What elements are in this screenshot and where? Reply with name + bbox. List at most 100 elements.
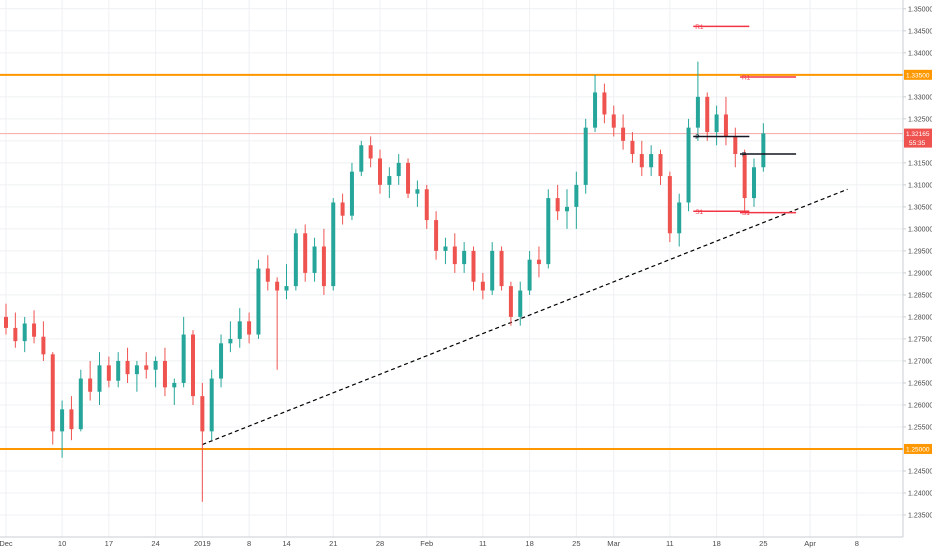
candle-body [106, 365, 111, 381]
candle-body [574, 184, 579, 207]
candle-body [733, 136, 738, 155]
candle-body [471, 250, 476, 282]
price-tick-label: 1.24000 [908, 490, 932, 497]
candle-body [256, 268, 261, 335]
trendline-layer [202, 188, 848, 446]
candle-body [415, 189, 420, 194]
candle-body [22, 323, 27, 342]
candle-body [462, 250, 467, 265]
pivot-label: P [695, 134, 699, 141]
candle-body [621, 127, 626, 141]
time-tick-label: 25 [572, 539, 580, 548]
candle-body [181, 334, 186, 383]
price-tick-label: 1.32500 [908, 116, 932, 123]
candle-body [761, 133, 766, 168]
candle-body [41, 336, 46, 355]
level-price-badge-text: 1.33500 [906, 72, 930, 79]
candle-body [677, 202, 682, 234]
candle-body [32, 323, 37, 337]
time-tick-label: Feb [420, 539, 433, 548]
candle-body [508, 286, 513, 317]
candle-body [434, 220, 439, 251]
price-badges: 1.33500 1.25000 1.32165 55:35 [904, 69, 932, 454]
time-tick-label: 28 [376, 539, 384, 548]
candle-body [237, 321, 242, 339]
candle-body [69, 409, 74, 430]
price-tick-label: 1.34500 [908, 28, 932, 35]
candle-body [303, 233, 308, 273]
candle-body [116, 360, 121, 381]
candle-body [275, 281, 280, 291]
time-tick-label: 18 [712, 539, 720, 548]
candle-body [247, 321, 252, 335]
candle-body [340, 202, 345, 216]
candle-body [480, 281, 485, 291]
time-tick-label: Mar [607, 539, 620, 548]
candle-body [443, 246, 448, 251]
time-tick-label: 24 [151, 539, 159, 548]
pivot-label: R1 [695, 24, 704, 31]
candle-body [50, 354, 55, 432]
price-tick-label: 1.34000 [908, 50, 932, 57]
price-tick-label: 1.25500 [908, 424, 932, 431]
candle-body [406, 162, 411, 194]
time-tick-label: Dec [0, 539, 13, 548]
candle-body [321, 246, 326, 287]
candle-body [723, 114, 728, 137]
time-tick-label: 17 [105, 539, 113, 548]
time-tick-label: 10 [58, 539, 66, 548]
price-tick-label: 1.31500 [908, 160, 932, 167]
candle-body [349, 171, 354, 216]
candle-body [667, 176, 672, 234]
candle-body [153, 360, 158, 370]
candle-body [396, 162, 401, 177]
price-tick-label: 1.29500 [908, 248, 932, 255]
candle-body [546, 198, 551, 265]
candle-body [611, 114, 616, 128]
dashed-trendline [202, 188, 848, 446]
price-tick-label: 1.27000 [908, 358, 932, 365]
price-tick-label: 1.23500 [908, 512, 932, 519]
candle-body [490, 250, 495, 291]
candle-body [219, 343, 224, 379]
candle-body [705, 96, 710, 133]
candle-body [312, 246, 317, 273]
time-tick-label: 8 [247, 539, 251, 548]
candle-body [78, 378, 83, 430]
candle-body [452, 246, 457, 265]
candle-body [686, 127, 691, 203]
time-tick-label: 14 [282, 539, 290, 548]
candle-body [387, 176, 392, 185]
candle-body [602, 92, 607, 115]
candle-body [714, 114, 719, 133]
candle-body [200, 396, 205, 432]
level-price-badge [904, 443, 932, 454]
candle-body [499, 250, 504, 287]
candle-body [695, 96, 700, 128]
time-tick-label: 8 [855, 539, 859, 548]
price-tick-label: 1.29000 [908, 270, 932, 277]
pivot-label: P [742, 152, 746, 159]
last-price-badge [904, 128, 932, 148]
candle-body [265, 268, 270, 282]
candle-body [752, 167, 756, 199]
price-tick-label: 1.31000 [908, 182, 932, 189]
price-tick-label: 1.26500 [908, 380, 932, 387]
candle-body [639, 154, 644, 168]
candle-body [13, 327, 18, 342]
time-tick-label: 21 [329, 539, 337, 548]
candles [4, 61, 766, 502]
level-price-badge-text: 1.25000 [906, 446, 930, 453]
price-tick-label: 1.28500 [908, 292, 932, 299]
candle-body [565, 206, 569, 212]
candle-body [359, 145, 364, 172]
price-tick-label: 1.26000 [908, 402, 932, 409]
price-tick-label: 1.30500 [908, 204, 932, 211]
candle-body [4, 316, 8, 328]
candle-body [293, 233, 298, 287]
candle-body [209, 378, 214, 432]
candle-body [630, 140, 635, 155]
